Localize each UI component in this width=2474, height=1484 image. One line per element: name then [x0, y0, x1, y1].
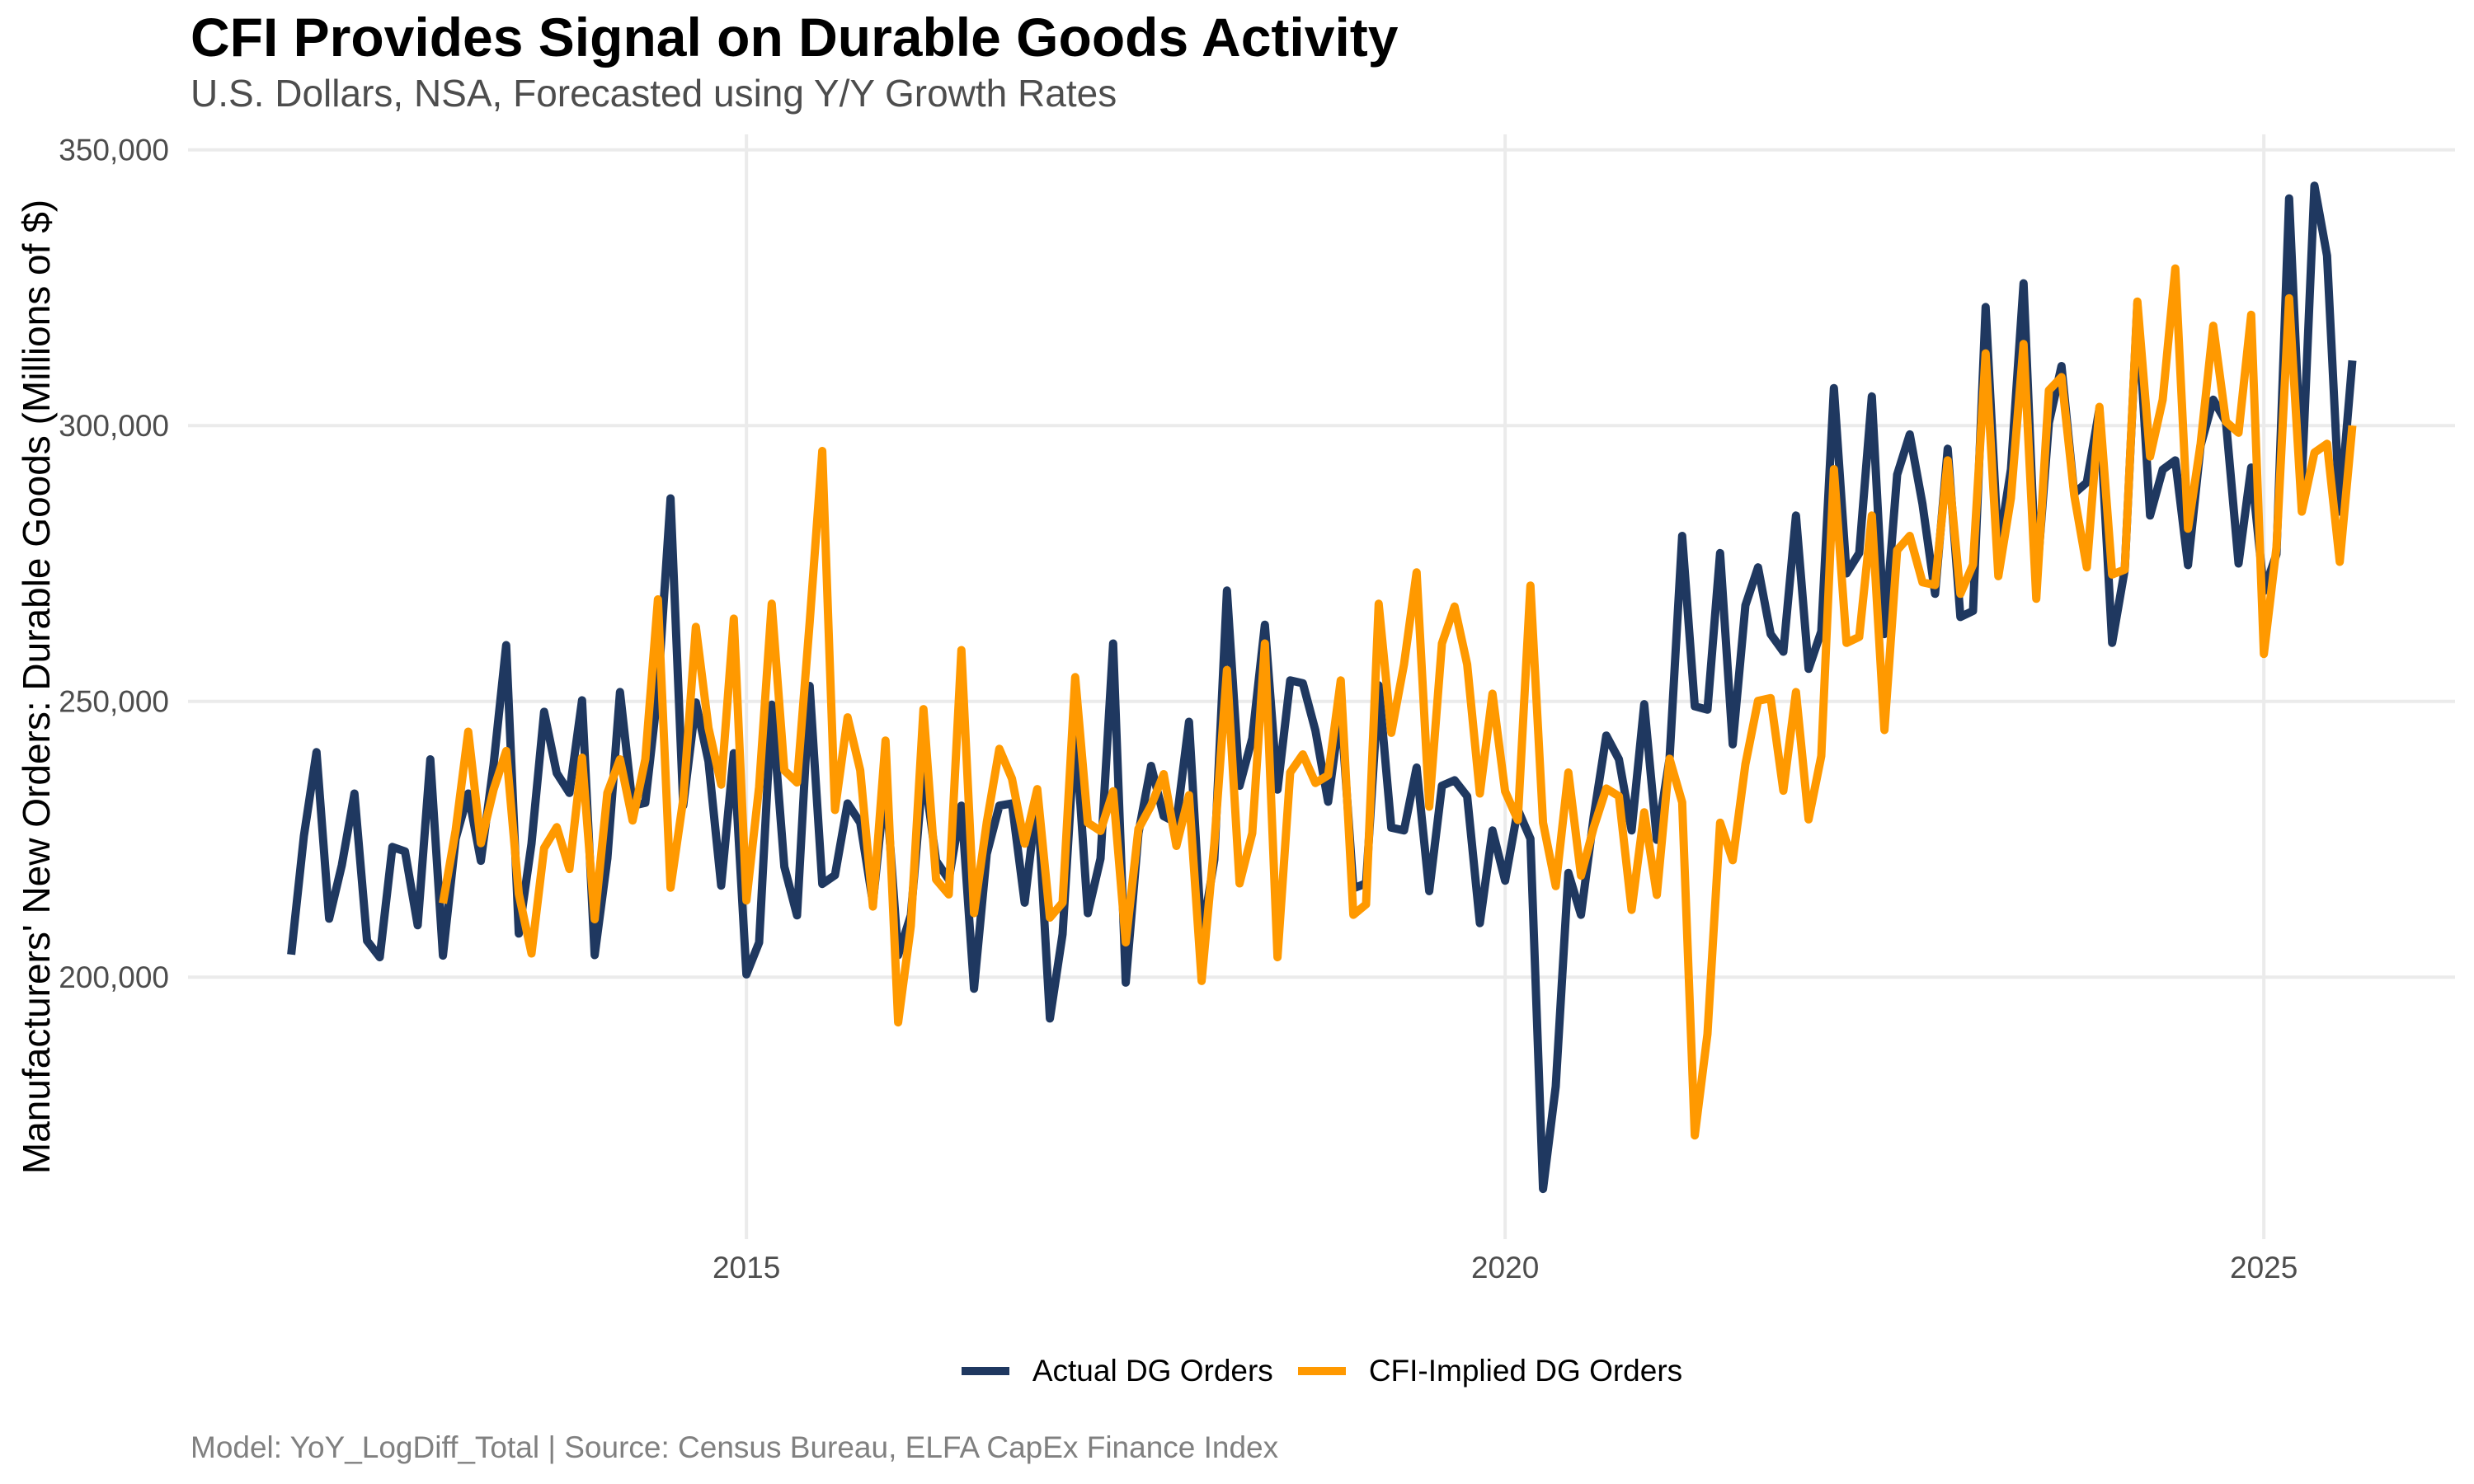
legend-item-cfi: CFI-Implied DG Orders: [1297, 1354, 1683, 1388]
chart-caption: Model: YoY_LogDiff_Total | Source: Censu…: [190, 1430, 1279, 1464]
legend-label-cfi: CFI-Implied DG Orders: [1368, 1354, 1683, 1388]
gridlines: [188, 134, 2455, 1239]
x-tick-label: 2020: [1471, 1251, 1539, 1284]
x-axis-tick-labels: 2015 2020 2025: [713, 1251, 2298, 1284]
chart-subtitle: U.S. Dollars, NSA, Forecasted using Y/Y …: [190, 72, 1117, 115]
x-tick-label: 2015: [713, 1251, 780, 1284]
legend-label-actual: Actual DG Orders: [1032, 1354, 1273, 1388]
legend: Actual DG Orders CFI-Implied DG Orders: [0, 1352, 2474, 1390]
legend-item-actual: Actual DG Orders: [961, 1354, 1273, 1388]
x-tick-label: 2025: [2230, 1251, 2298, 1284]
series-lines: [287, 181, 2357, 1194]
legend-key-actual: [961, 1367, 1009, 1375]
y-axis-tick-labels: 200,000 250,000 300,000 350,000: [59, 134, 169, 994]
series-line-cfi: [439, 264, 2357, 1140]
series-line-actual: [287, 181, 2357, 1194]
y-tick-label: 250,000: [59, 685, 169, 719]
y-tick-label: 200,000: [59, 960, 169, 994]
y-tick-label: 350,000: [59, 134, 169, 167]
legend-key-cfi: [1297, 1367, 1346, 1375]
y-axis-title: Manufacturers' New Orders: Durable Goods…: [15, 199, 58, 1175]
y-tick-label: 300,000: [59, 409, 169, 443]
chart-title: CFI Provides Signal on Durable Goods Act…: [190, 7, 1399, 68]
